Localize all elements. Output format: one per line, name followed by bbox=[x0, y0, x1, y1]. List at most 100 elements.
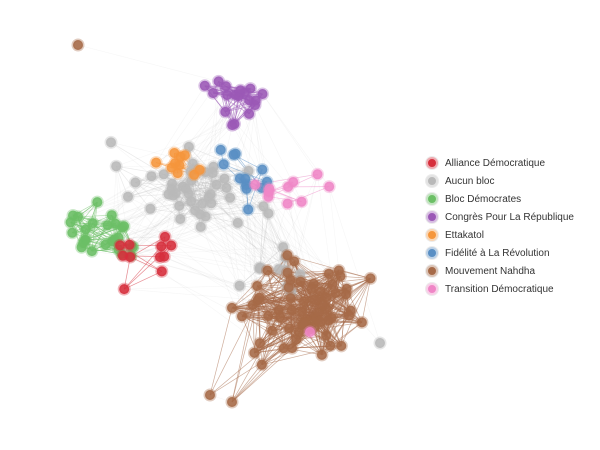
edge bbox=[127, 175, 152, 197]
node bbox=[116, 249, 130, 263]
edge bbox=[205, 205, 264, 217]
node bbox=[307, 293, 321, 307]
edge bbox=[119, 245, 162, 272]
node bbox=[262, 185, 276, 199]
edge bbox=[111, 214, 261, 268]
node bbox=[256, 87, 269, 101]
node bbox=[158, 230, 172, 244]
node bbox=[319, 290, 333, 304]
edge bbox=[259, 297, 293, 311]
node bbox=[257, 199, 270, 213]
edge bbox=[194, 210, 260, 298]
node bbox=[165, 177, 179, 191]
edge bbox=[161, 188, 270, 247]
node bbox=[220, 88, 234, 102]
node bbox=[247, 346, 261, 360]
edge bbox=[268, 213, 330, 274]
edge bbox=[111, 166, 117, 242]
legend-label: Congrès Pour La République bbox=[445, 211, 574, 223]
edge bbox=[85, 174, 164, 230]
edge bbox=[213, 166, 243, 317]
edge bbox=[262, 93, 318, 175]
node bbox=[277, 341, 291, 355]
node bbox=[225, 301, 239, 315]
edge bbox=[119, 183, 173, 246]
edge bbox=[230, 197, 264, 207]
node bbox=[280, 248, 294, 262]
legend-label: Ettakatol bbox=[445, 229, 484, 241]
edge bbox=[77, 44, 219, 82]
edge bbox=[171, 245, 295, 262]
node bbox=[193, 163, 207, 177]
node bbox=[128, 176, 142, 189]
node bbox=[206, 86, 220, 100]
node bbox=[255, 358, 269, 372]
edge bbox=[199, 169, 261, 268]
node bbox=[234, 83, 247, 97]
edge bbox=[237, 222, 284, 248]
legend-item-mouvement-nahdha: Mouvement Nahdha bbox=[426, 262, 574, 280]
edge bbox=[200, 178, 246, 215]
edge bbox=[231, 300, 259, 403]
node bbox=[71, 210, 85, 224]
edge bbox=[129, 193, 211, 246]
edge bbox=[202, 203, 260, 269]
legend-item-alliance-democratique: Alliance Démocratique bbox=[426, 154, 574, 172]
edge bbox=[105, 206, 264, 245]
edge bbox=[118, 218, 181, 238]
edge bbox=[259, 206, 264, 268]
edge bbox=[192, 163, 288, 256]
edge bbox=[194, 172, 206, 211]
node bbox=[255, 163, 269, 177]
node bbox=[105, 208, 119, 222]
node bbox=[117, 282, 131, 296]
node bbox=[355, 315, 369, 329]
edge bbox=[164, 256, 258, 301]
edge bbox=[155, 85, 206, 163]
legend-item-ettakatol: Ettakatol bbox=[426, 226, 574, 244]
edge bbox=[116, 123, 235, 167]
node bbox=[342, 309, 356, 323]
node bbox=[294, 275, 307, 289]
node bbox=[154, 239, 168, 253]
edge bbox=[231, 124, 270, 189]
edge bbox=[200, 213, 269, 215]
edge bbox=[259, 206, 264, 268]
node bbox=[325, 277, 339, 291]
node bbox=[252, 291, 266, 305]
edge bbox=[231, 347, 293, 403]
legend-label: Mouvement Nahdha bbox=[445, 265, 536, 277]
edge bbox=[130, 206, 264, 258]
node bbox=[233, 279, 247, 293]
edge bbox=[190, 184, 217, 202]
node bbox=[322, 180, 336, 194]
edge bbox=[115, 165, 151, 210]
edge bbox=[241, 316, 263, 365]
edge bbox=[129, 244, 240, 286]
edge bbox=[122, 226, 201, 257]
node bbox=[242, 107, 256, 121]
edge bbox=[302, 311, 350, 316]
edge bbox=[127, 183, 173, 198]
node bbox=[218, 172, 231, 186]
node bbox=[334, 339, 348, 353]
node bbox=[85, 244, 99, 258]
edge bbox=[231, 304, 254, 403]
legend-label: Fidélité à La Révolution bbox=[445, 247, 550, 259]
edge bbox=[191, 180, 231, 199]
edge bbox=[91, 225, 108, 252]
edge bbox=[279, 317, 285, 349]
edge bbox=[130, 256, 162, 272]
node bbox=[149, 156, 163, 170]
node bbox=[165, 161, 179, 175]
edge bbox=[231, 270, 268, 309]
edge bbox=[208, 196, 264, 207]
node bbox=[249, 93, 263, 107]
edge bbox=[287, 186, 330, 204]
edge bbox=[338, 270, 371, 279]
node bbox=[145, 169, 158, 183]
node bbox=[195, 197, 209, 211]
edge bbox=[122, 246, 284, 257]
edge bbox=[188, 146, 249, 172]
edge bbox=[326, 315, 350, 336]
